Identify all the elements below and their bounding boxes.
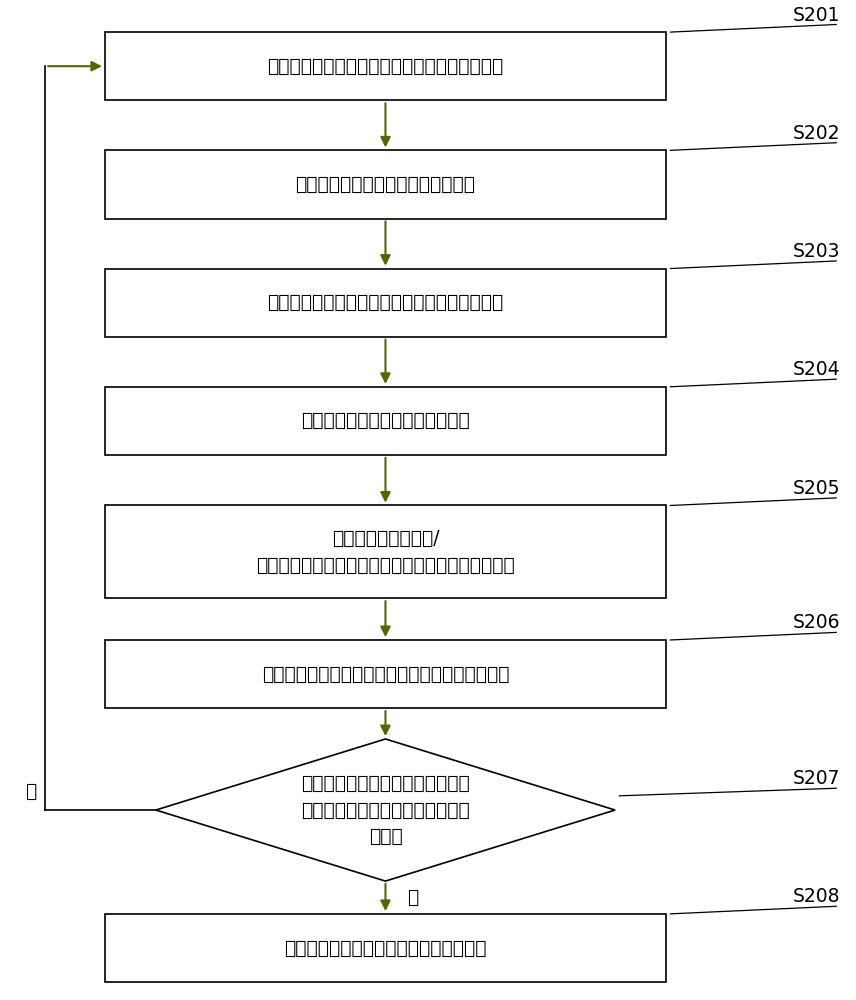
Text: S203: S203 [793, 242, 841, 261]
Text: 否: 否 [26, 782, 37, 801]
Bar [104, 32, 666, 100]
Text: S205: S205 [793, 479, 841, 498]
Text: S201: S201 [793, 6, 841, 25]
Text: S208: S208 [793, 887, 841, 906]
Text: 对视频图像集进行解析，确定监控目标的行为规律: 对视频图像集进行解析，确定监控目标的行为规律 [262, 665, 509, 684]
Text: S204: S204 [793, 360, 841, 379]
Text: 判断监控目标的行为规律，与预设
的规则库的匹配程度是否满足预设
的条件: 判断监控目标的行为规律，与预设 的规则库的匹配程度是否满足预设 的条件 [301, 774, 470, 846]
Bar [104, 640, 666, 708]
Text: 确定监控目标异常，向用户进行预警提示: 确定监控目标异常，向用户进行预警提示 [284, 938, 487, 957]
Text: 根据位置信息，确定预设位置范围: 根据位置信息，确定预设位置范围 [301, 411, 470, 430]
Bar [104, 387, 666, 455]
Bar [104, 914, 666, 982]
Text: S206: S206 [793, 613, 841, 632]
Bar [104, 269, 666, 337]
Text: 根据视频图像的获取时间，确定预设时间段范围: 根据视频图像的获取时间，确定预设时间段范围 [267, 293, 503, 312]
Bar [104, 505, 666, 598]
Bar [104, 150, 666, 219]
Text: 获取预设时间段内和/
或在预设位置范围内、且包含监控目标的视频图像集: 获取预设时间段内和/ 或在预设位置范围内、且包含监控目标的视频图像集 [256, 529, 514, 575]
Text: S207: S207 [793, 769, 841, 788]
Text: 对获取的视频图像进行图像识别，确定监控目标: 对获取的视频图像进行图像识别，确定监控目标 [267, 57, 503, 76]
Text: 确定视频图像的获取时间及位置信息: 确定视频图像的获取时间及位置信息 [295, 175, 475, 194]
Text: S202: S202 [793, 124, 841, 143]
Polygon shape [156, 739, 615, 881]
Text: 是: 是 [407, 888, 418, 907]
